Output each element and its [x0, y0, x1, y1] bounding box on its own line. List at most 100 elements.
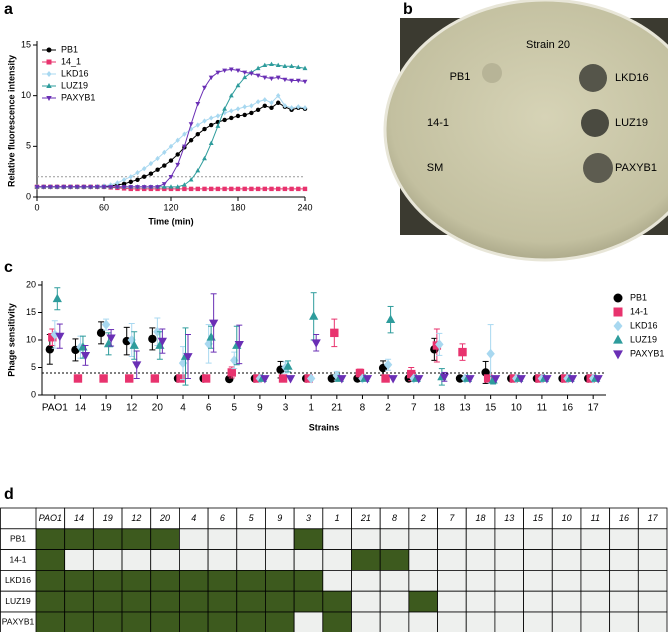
data-point — [215, 70, 221, 75]
data-point — [255, 186, 261, 192]
sensitivity-cell — [551, 590, 582, 613]
data-point — [209, 319, 219, 328]
data-point — [228, 67, 234, 72]
sensitivity-cell — [523, 570, 553, 592]
sensitivity-cell — [265, 528, 295, 550]
sensitivity-cell — [351, 611, 381, 632]
data-point — [127, 334, 136, 346]
y-tick-label: 0 — [26, 191, 31, 201]
sensitivity-cell — [322, 590, 352, 613]
sensitivity-cell — [179, 611, 209, 632]
sensitivity-cell — [351, 549, 381, 571]
data-point — [195, 131, 200, 137]
column-header: 21 — [360, 513, 371, 523]
data-point — [209, 122, 214, 128]
sensitivity-cell — [265, 590, 295, 613]
sensitivity-cell — [293, 611, 324, 632]
sensitivity-cell — [465, 611, 496, 632]
column-header: 7 — [449, 513, 455, 523]
data-point — [278, 374, 288, 383]
sensitivity-cell — [494, 590, 524, 613]
sensitivity-cell — [494, 549, 524, 571]
data-point — [215, 123, 221, 128]
data-point — [306, 373, 316, 384]
sensitivity-cell — [179, 570, 209, 592]
data-point — [289, 63, 295, 69]
sensitivity-cell — [379, 528, 410, 550]
data-point — [135, 185, 140, 190]
data-point — [52, 293, 62, 303]
x-tick-label: 60 — [99, 202, 109, 212]
sensitivity-cell — [408, 611, 438, 632]
data-point — [262, 97, 267, 103]
legend-label: 14-1 — [630, 306, 648, 316]
sensitivity-cell — [408, 528, 438, 550]
sensitivity-cell — [64, 528, 94, 550]
sensitivity-cell — [465, 549, 496, 571]
data-point — [249, 103, 254, 109]
sensitivity-cell — [580, 528, 611, 550]
legend-marker — [46, 83, 52, 88]
data-point — [141, 185, 147, 190]
data-point — [188, 138, 194, 143]
legend-label: PAXYB1 — [630, 348, 664, 358]
data-point — [285, 375, 296, 384]
panel-label: c — [4, 259, 13, 276]
sensitivity-cell — [150, 528, 180, 550]
data-point — [332, 370, 342, 381]
plate-label: Strain 20 — [526, 39, 570, 51]
data-point — [383, 359, 393, 370]
data-point — [47, 185, 53, 190]
data-point — [121, 177, 127, 183]
data-point — [55, 332, 65, 342]
data-point — [269, 100, 274, 106]
sensitivity-cell — [92, 611, 123, 632]
data-point — [48, 333, 57, 342]
data-point — [182, 186, 187, 192]
legend-marker — [46, 96, 52, 101]
data-point — [337, 375, 347, 384]
data-point — [269, 61, 274, 67]
data-point — [202, 155, 207, 161]
data-point — [235, 186, 241, 192]
legend-label: 14_1 — [61, 56, 81, 66]
sensitivity-cell — [265, 570, 295, 592]
data-point — [148, 334, 157, 344]
data-point — [296, 186, 301, 192]
x-tick-label: 13 — [459, 403, 471, 414]
data-point — [175, 186, 180, 192]
x-tick-label: 7 — [411, 403, 417, 414]
y-tick-label: 15 — [26, 307, 36, 317]
data-point — [195, 102, 201, 107]
data-point — [289, 78, 295, 84]
data-point — [465, 375, 475, 384]
data-point — [161, 182, 167, 187]
data-point — [235, 106, 241, 112]
data-point — [439, 373, 449, 382]
x-tick-label: 21 — [331, 403, 343, 414]
sensitivity-cell — [609, 590, 639, 613]
data-point — [208, 75, 214, 81]
sensitivity-cell — [322, 528, 352, 550]
sensitivity-cell — [236, 528, 266, 550]
x-tick-label: 180 — [230, 202, 245, 212]
sensitivity-cell — [379, 590, 410, 613]
data-point — [242, 70, 248, 75]
sensitivity-cell — [437, 549, 467, 571]
x-tick-label: 8 — [360, 403, 366, 414]
x-tick-label: 17 — [588, 403, 600, 414]
x-tick-label: 240 — [297, 202, 312, 212]
column-header: 15 — [533, 513, 544, 523]
column-header: 17 — [648, 513, 659, 523]
data-point — [168, 186, 174, 192]
spot — [581, 109, 609, 137]
data-point — [414, 375, 424, 384]
sensitivity-cell — [121, 549, 152, 571]
data-point — [222, 68, 228, 73]
data-point — [96, 328, 106, 338]
x-tick-label: PAO1 — [42, 403, 68, 414]
series-line — [37, 94, 306, 188]
column-header: 18 — [476, 513, 486, 523]
data-point — [168, 184, 174, 189]
data-point — [542, 375, 552, 384]
